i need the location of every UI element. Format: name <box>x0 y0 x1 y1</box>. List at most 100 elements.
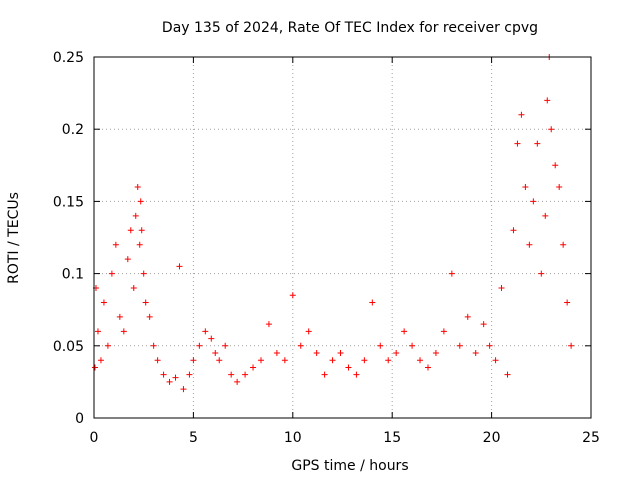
data-point <box>401 328 408 335</box>
y-tick-label: 0 <box>75 411 84 427</box>
data-point <box>108 270 115 277</box>
data-points <box>91 54 575 393</box>
data-point <box>180 386 187 393</box>
y-tick-label: 0.05 <box>53 339 84 355</box>
data-point <box>160 371 167 378</box>
data-point <box>552 162 559 169</box>
data-point <box>136 241 143 248</box>
data-point <box>134 183 141 190</box>
x-tick-label: 25 <box>582 430 600 446</box>
data-point <box>538 270 545 277</box>
data-point <box>281 357 288 364</box>
data-point <box>273 350 280 357</box>
data-point <box>480 321 487 328</box>
data-point <box>548 126 555 133</box>
data-point <box>142 299 149 306</box>
data-point <box>456 342 463 349</box>
data-point <box>305 328 312 335</box>
data-point <box>208 335 215 342</box>
data-point <box>409 342 416 349</box>
data-point <box>564 299 571 306</box>
data-point <box>196 342 203 349</box>
data-point <box>116 313 123 320</box>
data-point <box>498 285 505 292</box>
data-point <box>146 313 153 320</box>
data-point <box>534 140 541 147</box>
data-point <box>530 198 537 205</box>
data-point <box>97 357 104 364</box>
data-point <box>518 111 525 118</box>
data-point <box>190 357 197 364</box>
data-point <box>353 371 360 378</box>
data-point <box>560 241 567 248</box>
data-point <box>112 241 119 248</box>
data-point <box>542 212 549 219</box>
data-point <box>522 183 529 190</box>
data-point <box>234 378 241 385</box>
data-point <box>504 371 511 378</box>
axis-ticks <box>93 56 592 419</box>
data-point <box>228 371 235 378</box>
data-point <box>150 342 157 349</box>
data-point <box>257 357 264 364</box>
data-point <box>526 241 533 248</box>
data-point <box>385 357 392 364</box>
data-point <box>432 350 439 357</box>
data-point <box>154 357 161 364</box>
data-point <box>568 342 575 349</box>
data-point <box>464 313 471 320</box>
data-point <box>250 364 257 371</box>
data-point <box>440 328 447 335</box>
data-point <box>202 328 209 335</box>
data-point <box>130 285 137 292</box>
data-point <box>222 342 229 349</box>
data-point <box>166 378 173 385</box>
plot-frame <box>93 56 592 419</box>
data-point <box>289 292 296 299</box>
y-tick-label: 0.25 <box>53 50 84 66</box>
data-point <box>345 364 352 371</box>
data-point <box>492 357 499 364</box>
data-point <box>393 350 400 357</box>
data-point <box>265 321 272 328</box>
y-tick-label: 0.2 <box>62 122 84 138</box>
data-point <box>216 357 223 364</box>
y-tick-label: 0.15 <box>53 194 84 210</box>
data-point <box>124 256 131 263</box>
data-point <box>137 198 144 205</box>
data-point <box>140 270 147 277</box>
data-point <box>172 374 179 381</box>
x-axis-label: GPS time / hours <box>291 458 408 474</box>
y-tick-labels: 0 0.05 0.1 0.15 0.2 0.25 <box>53 50 84 427</box>
data-point <box>472 350 479 357</box>
data-point <box>91 364 98 371</box>
data-point <box>556 183 563 190</box>
data-point <box>186 371 193 378</box>
data-point <box>242 371 249 378</box>
data-point <box>176 263 183 270</box>
data-point <box>424 364 431 371</box>
x-tick-label: 0 <box>90 430 99 446</box>
data-point <box>514 140 521 147</box>
data-point <box>138 227 145 234</box>
data-point <box>417 357 424 364</box>
data-point <box>369 299 376 306</box>
data-point <box>94 328 101 335</box>
chart-title: Day 135 of 2024, Rate Of TEC Index for r… <box>162 20 538 36</box>
data-point <box>448 270 455 277</box>
data-point <box>377 342 384 349</box>
data-point <box>321 371 328 378</box>
x-tick-label: 15 <box>383 430 401 446</box>
x-tick-labels: 0 5 10 15 20 25 <box>90 430 600 446</box>
data-point <box>337 350 344 357</box>
data-point <box>212 350 219 357</box>
data-point <box>544 97 551 104</box>
data-point <box>120 328 127 335</box>
x-tick-label: 20 <box>483 430 501 446</box>
data-point <box>127 227 134 234</box>
data-point <box>361 357 368 364</box>
data-point <box>510 227 517 234</box>
x-tick-label: 5 <box>189 430 198 446</box>
